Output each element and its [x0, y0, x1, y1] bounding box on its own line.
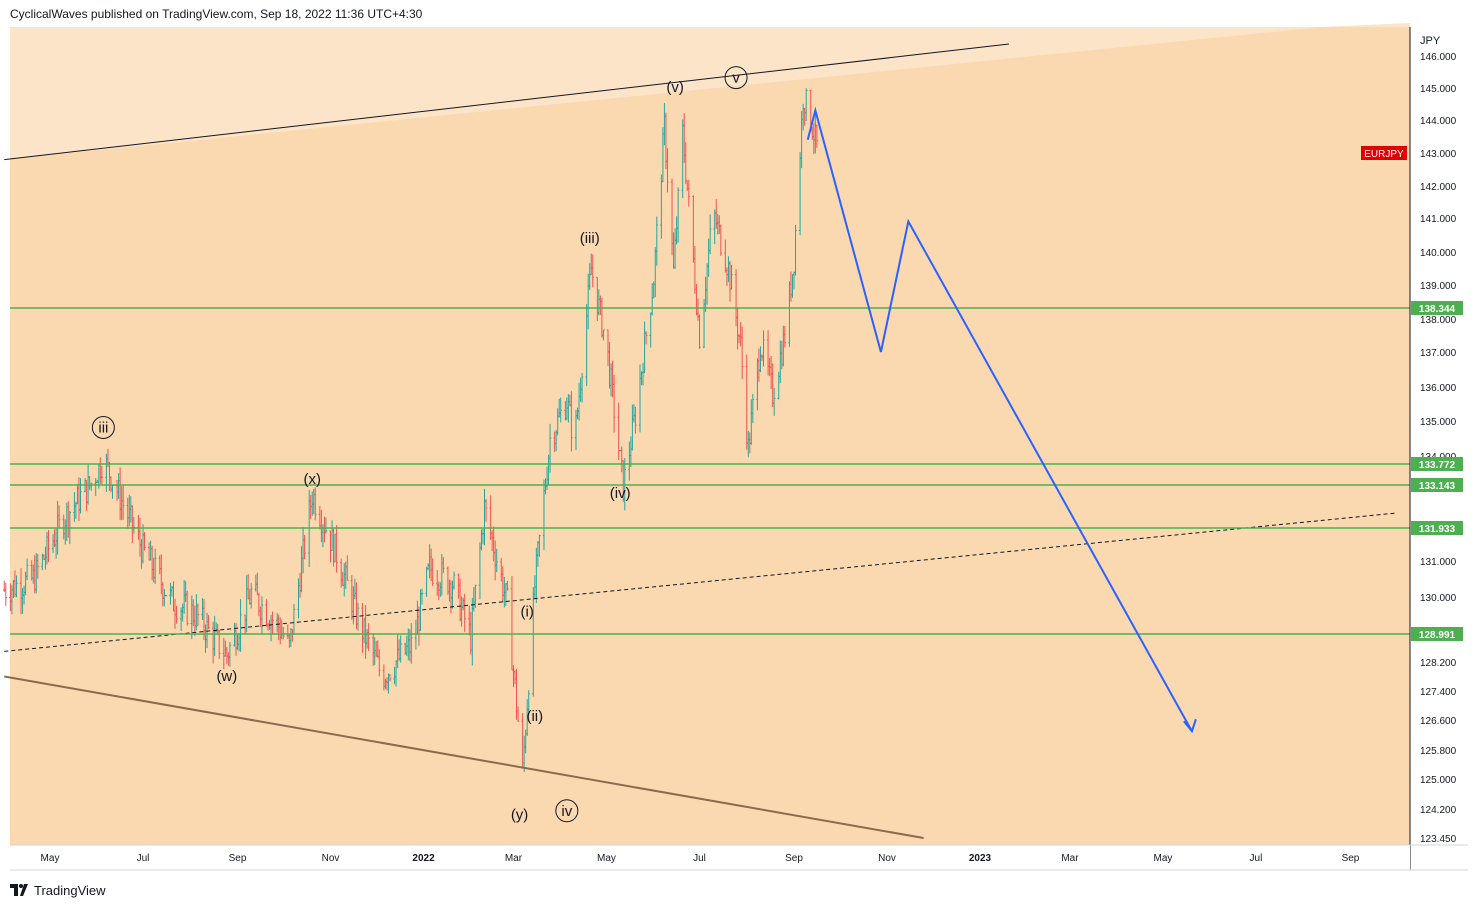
horizontal-levels: [10, 307, 1410, 635]
x-tick-label: May: [1153, 853, 1172, 864]
level-tag-label: 131.933: [1419, 524, 1456, 535]
x-tick-label: Jul: [693, 853, 706, 864]
y-tick-label: 128.200: [1420, 658, 1457, 669]
trendlines: [4, 43, 1395, 839]
projection-line: [806, 106, 1193, 732]
level-tag: [1411, 301, 1463, 315]
y-tick-label: 146.000: [1420, 52, 1457, 63]
wave-label: (ii): [526, 708, 543, 725]
y-tick-label: 140.000: [1420, 248, 1457, 259]
y-tick-label: 136.000: [1420, 383, 1457, 394]
tradingview-logo-icon: [10, 884, 28, 896]
trendline-channel-bottom: [4, 675, 924, 839]
x-tick-label: Sep: [229, 853, 247, 864]
y-tick-label: 144.000: [1420, 116, 1457, 127]
y-tick-label: 141.000: [1420, 214, 1457, 225]
x-tick-label: 2023: [969, 853, 992, 864]
level-tag: [1411, 457, 1463, 471]
time-axis[interactable]: [10, 845, 1410, 870]
wave-labels: iii (x) (w) (iii) (v) v (iv) (i) (ii) (y) iv: [91, 66, 748, 824]
level-tag-label: 133.143: [1419, 481, 1456, 492]
wave-label: (iv): [610, 485, 631, 502]
y-tick-label: 131.000: [1420, 557, 1457, 568]
wave-label: iv: [561, 803, 572, 820]
x-tick-label: May: [41, 853, 60, 864]
y-tick-label: 125.000: [1420, 775, 1457, 786]
level-tag: [1411, 478, 1463, 492]
y-tick-label: 138.000: [1420, 315, 1457, 326]
x-tick-label: Mar: [505, 853, 523, 864]
publisher-info: CyclicalWaves published on TradingView.c…: [10, 7, 423, 21]
y-tick-label: 126.600: [1420, 716, 1457, 727]
wave-label: (y): [511, 807, 529, 824]
wave-circle: [724, 66, 748, 90]
trendline-channel-top: [4, 43, 1010, 161]
trendline-dashed-support: [4, 512, 1395, 652]
y-tick-label: 127.400: [1420, 687, 1457, 698]
projection-arrowhead: [1183, 718, 1197, 734]
y-tick-label: 139.000: [1420, 281, 1457, 292]
wave-label: iii: [98, 420, 108, 437]
wave-circle: [91, 416, 115, 439]
x-tick-label: Sep: [785, 853, 803, 864]
level-tag-label: 133.772: [1419, 460, 1456, 471]
y-tick-label: 143.000: [1420, 149, 1457, 160]
level-tag-label: 128.991: [1419, 630, 1456, 641]
y-axis-labels: 146.000 145.000 144.000 143.000 142.000 141.0…: [1420, 52, 1457, 845]
wave-label: (i): [521, 603, 534, 620]
level-tags: 138.344 133.772 133.143 131.933 128.991 EURJP…: [1361, 146, 1463, 641]
currency-label: JPY: [1420, 35, 1441, 47]
y-tick-label: 137.000: [1420, 348, 1457, 359]
wave-circle: [555, 799, 579, 823]
x-tick-label: May: [597, 853, 616, 864]
y-tick-label: 130.000: [1420, 593, 1457, 604]
footer-brand: TradingView: [34, 882, 106, 898]
x-tick-label: 2022: [412, 853, 435, 864]
plot-background: [10, 27, 1410, 845]
wave-label: (iii): [580, 230, 600, 247]
y-tick-label: 125.800: [1420, 746, 1457, 757]
channel-upper-zone: [10, 23, 1410, 159]
wave-label: (w): [216, 668, 237, 685]
x-tick-label: Nov: [322, 853, 340, 864]
y-tick-label: 135.000: [1420, 417, 1457, 428]
projection-path: [806, 106, 1197, 734]
x-tick-label: Jul: [137, 853, 150, 864]
x-tick-label: Jul: [1250, 853, 1263, 864]
level-tag-label: 138.344: [1419, 304, 1456, 315]
wave-label: (x): [303, 471, 321, 488]
y-tick-label: 145.000: [1420, 84, 1457, 95]
x-axis-labels: May Jul Sep Nov 2022 Mar May Jul Sep Nov 2023 Mar Ma…: [41, 853, 1360, 864]
y-tick-label: 142.000: [1420, 182, 1457, 193]
level-tag: [1411, 521, 1463, 535]
x-tick-label: Mar: [1061, 853, 1079, 864]
symbol-tag: [1361, 146, 1407, 160]
symbol-tag-label: EURJPY: [1364, 149, 1404, 160]
level-tag: [1411, 627, 1463, 641]
x-tick-label: Sep: [1342, 853, 1360, 864]
price-axis[interactable]: [1410, 27, 1468, 845]
footer: TradingView: [10, 880, 106, 900]
y-tick-label: 124.200: [1420, 805, 1457, 816]
wave-label: (v): [666, 79, 684, 96]
y-tick-label: 123.450: [1420, 834, 1457, 845]
x-tick-label: Nov: [878, 853, 896, 864]
wave-label: v: [732, 70, 740, 87]
